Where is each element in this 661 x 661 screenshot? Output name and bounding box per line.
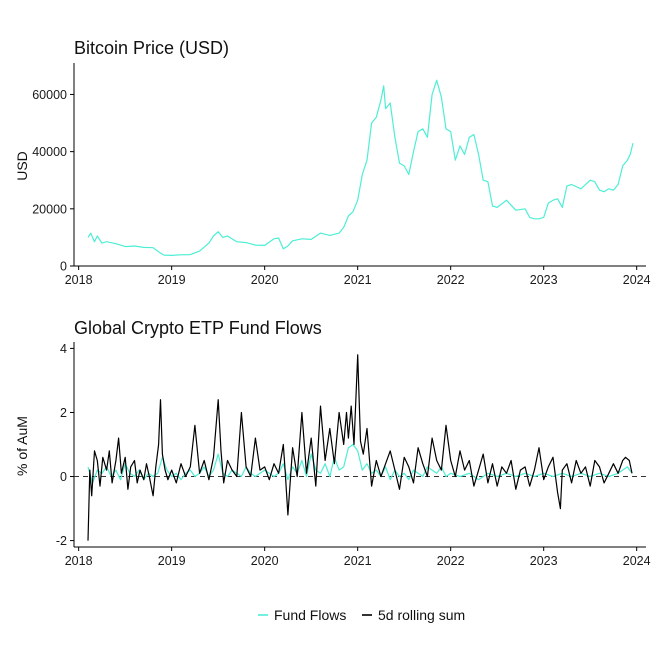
- price-y-tick-label: 20000: [32, 202, 67, 216]
- legend-label-rolling-sum: 5d rolling sum: [378, 607, 465, 623]
- price-x-tick-label: 2019: [158, 273, 186, 287]
- flows-y-tick-label: 0: [60, 470, 67, 484]
- price-series: [87, 79, 634, 256]
- flows-x-tick-label: 2021: [344, 554, 372, 568]
- flows-x-tick-label: 2020: [251, 554, 279, 568]
- flows-y-axis-label: % of AuM: [14, 416, 30, 476]
- rolling-sum-line: [87, 354, 633, 541]
- flows-x-tick-label: 2024: [623, 554, 651, 568]
- legend: Fund Flows 5d rolling sum: [258, 607, 465, 623]
- flows-series: [87, 354, 633, 541]
- price-panel: Bitcoin Price (USD) USD 2018 2019 2020 2021…: [14, 38, 651, 287]
- price-x-tick-label: 2024: [623, 273, 651, 287]
- price-y-tick-label: 0: [60, 260, 67, 274]
- price-x-tick-label: 2023: [530, 273, 558, 287]
- price-x-tick-label: 2022: [437, 273, 465, 287]
- flows-x-tick-label: 2023: [530, 554, 558, 568]
- price-y-tick-label: 40000: [32, 145, 67, 159]
- price-tick-labels: 2018 2019 2020 2021 2022 2023 2024 0 20000 40000 6…: [32, 88, 650, 287]
- price-x-tick-label: 2020: [251, 273, 279, 287]
- flows-x-tick-label: 2022: [437, 554, 465, 568]
- flows-x-tick-label: 2018: [65, 554, 93, 568]
- fund-flows-line: [87, 443, 633, 484]
- price-x-tick-label: 2018: [65, 273, 93, 287]
- price-chart-title: Bitcoin Price (USD): [74, 38, 229, 58]
- flows-chart-title: Global Crypto ETP Fund Flows: [74, 318, 322, 338]
- price-y-axis-label: USD: [14, 151, 30, 181]
- flows-y-tick-label: -2: [56, 534, 67, 548]
- flows-x-tick-label: 2019: [158, 554, 186, 568]
- price-x-tick-label: 2021: [344, 273, 372, 287]
- flows-tick-labels: 2018 2019 2020 2021 2022 2023 2024 -2 0 2 4: [56, 342, 651, 568]
- flows-panel: Global Crypto ETP Fund Flows % of AuM 20…: [14, 318, 651, 568]
- flows-y-tick-label: 2: [60, 406, 67, 420]
- price-y-tick-label: 60000: [32, 88, 67, 102]
- legend-label-fund-flows: Fund Flows: [274, 607, 346, 623]
- price-axes: [70, 63, 646, 270]
- flows-axes: [70, 342, 646, 551]
- flows-y-tick-label: 4: [60, 342, 67, 356]
- price-line: [87, 79, 634, 256]
